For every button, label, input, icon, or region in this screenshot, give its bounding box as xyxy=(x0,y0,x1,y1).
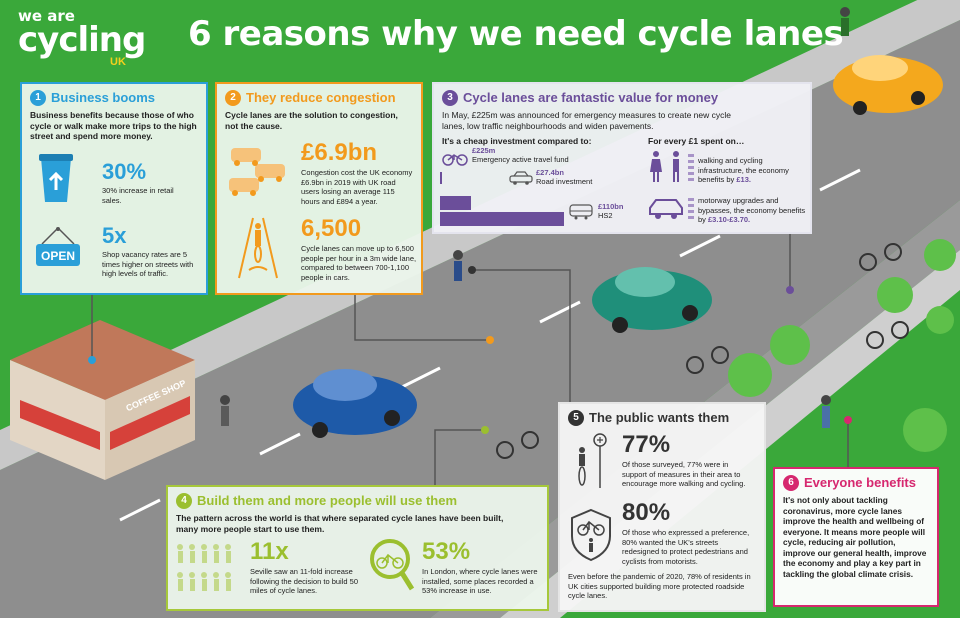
connectors xyxy=(91,234,849,485)
bar-label: Emergency active travel fund xyxy=(472,155,569,164)
section-intro: In May, £225m was announced for emergenc… xyxy=(442,110,731,131)
benefit-walking-cycling: walking and cycling infrastructure, the … xyxy=(698,156,806,185)
section-heading: The public wants them xyxy=(589,410,730,425)
logo-line3: UK xyxy=(110,56,126,68)
panel-everyone-benefits: 6 Everyone benefits It's not only about t… xyxy=(773,467,939,607)
stat-11x-text: Seville saw an 11-fold increase followin… xyxy=(250,567,358,595)
benefit1-text: walking and cycling infrastructure, the … xyxy=(698,156,789,184)
people-grid-icon xyxy=(177,544,231,591)
section-footer: Even before the pandemic of 2020, 78% of… xyxy=(568,572,751,600)
bar-fund xyxy=(440,172,442,184)
bar-value-label: £225m xyxy=(472,146,496,155)
stat-53-text: In London, where cycle lanes were instal… xyxy=(422,567,538,595)
stat-77-text: Of those surveyed, 77% were in support o… xyxy=(622,460,746,488)
compare-heading: It's a cheap investment compared to: xyxy=(442,136,592,146)
stat-30-text: 30% increase in retail sales. xyxy=(102,186,174,205)
stat-6-9bn: £6.9bn xyxy=(301,139,378,166)
benefit2-value: £3.10-£3.70. xyxy=(708,215,751,224)
section-heading: Build them and more people will use them xyxy=(197,493,458,508)
stat-11x: 11x xyxy=(250,538,289,565)
stat-5x: 5x xyxy=(102,223,127,248)
section-intro: The pattern across the world is that whe… xyxy=(176,513,504,534)
logo-line1: we are xyxy=(18,7,75,25)
section-heading: They reduce congestion xyxy=(246,90,396,105)
section-number: 2 xyxy=(225,90,241,106)
panel-public-wants: 5 The public wants them 77% Of those surv… xyxy=(558,402,766,612)
cyclists xyxy=(496,243,909,459)
benefit-motorway: motorway upgrades and bypasses, the econ… xyxy=(698,196,806,225)
cars-icon xyxy=(229,148,285,196)
blue-car xyxy=(293,369,417,438)
every-pound-heading: For every £1 spent on… xyxy=(648,136,745,146)
trees xyxy=(728,239,956,452)
panel-reduce-congestion: 2 They reduce congestion Cycle lanes are … xyxy=(215,82,423,295)
bar-value-label: £110bn xyxy=(598,202,624,211)
cycle-sign-icon xyxy=(578,433,607,488)
car-icon xyxy=(509,171,533,185)
section-intro: Business benefits because those of who c… xyxy=(30,110,197,141)
bar-hs2 xyxy=(440,212,564,226)
open-sign-icon: OPEN xyxy=(36,227,80,266)
page-title: 6 reasons why we need cycle lanes xyxy=(188,14,844,54)
bar-road xyxy=(440,196,471,210)
stat-6500-text: Cycle lanes can move up to 6,500 people … xyxy=(301,244,417,282)
yellow-car xyxy=(833,55,943,115)
coffee-cup-icon xyxy=(39,154,73,202)
panel-build-them: 4 Build them and more people will use the… xyxy=(166,485,549,611)
section-body: It's not only about tackling coronavirus… xyxy=(783,495,927,579)
logo[interactable]: we are cycling UK xyxy=(18,7,146,68)
shield-icon xyxy=(571,508,611,562)
benefit2-text: motorway upgrades and bypasses, the econ… xyxy=(698,196,806,224)
section-heading: Cycle lanes are fantastic value for mone… xyxy=(463,90,719,105)
benefit1-value: £13. xyxy=(736,175,751,184)
section-number: 1 xyxy=(30,90,46,106)
bar-value-label: £27.4bn xyxy=(536,168,564,177)
section-heading: Business booms xyxy=(51,90,156,105)
walking-cycling-icon xyxy=(650,151,694,182)
teal-car xyxy=(592,267,712,333)
cycle-lane-icon xyxy=(238,217,278,279)
stat-80-percent: 80% xyxy=(622,499,671,526)
section-number: 4 xyxy=(176,493,192,509)
stat-5x-text: Shop vacancy rates are 5 times higher on… xyxy=(102,250,194,278)
section-number: 3 xyxy=(442,90,458,106)
coffee-shop: COFFEE SHOP xyxy=(10,320,195,480)
panel-business-booms: 1 Business booms Business benefits becaus… xyxy=(20,82,208,295)
investment-bars: £225m Emergency active travel fund £27.4… xyxy=(440,146,640,234)
people xyxy=(220,7,850,428)
section-number: 6 xyxy=(783,475,799,491)
train-icon xyxy=(569,204,593,220)
lane-markings xyxy=(119,168,861,522)
stat-80-text: Of those who expressed a preference, 80%… xyxy=(622,528,750,566)
stat-53-percent: 53% xyxy=(422,538,471,565)
panel-value-for-money: 3 Cycle lanes are fantastic value for mon… xyxy=(432,82,812,234)
section-intro: Cycle lanes are the solution to congesti… xyxy=(225,110,398,131)
bike-icon xyxy=(442,154,468,166)
magnifier-bike-icon xyxy=(370,539,415,591)
stat-6500: 6,500 xyxy=(301,215,362,242)
bar-label: Road investment xyxy=(536,177,593,186)
section-number: 5 xyxy=(568,410,584,426)
bar-label: HS2 xyxy=(598,211,613,220)
stat-6-9bn-text: Congestion cost the UK economy £6.9bn in… xyxy=(301,168,413,206)
stat-30-percent: 30% xyxy=(102,159,147,184)
section-heading: Everyone benefits xyxy=(804,475,916,490)
motorway-car-icon xyxy=(649,198,694,219)
stat-77-percent: 77% xyxy=(622,431,671,458)
logo-line2: cycling xyxy=(18,20,146,60)
open-sign-text: OPEN xyxy=(41,249,75,263)
